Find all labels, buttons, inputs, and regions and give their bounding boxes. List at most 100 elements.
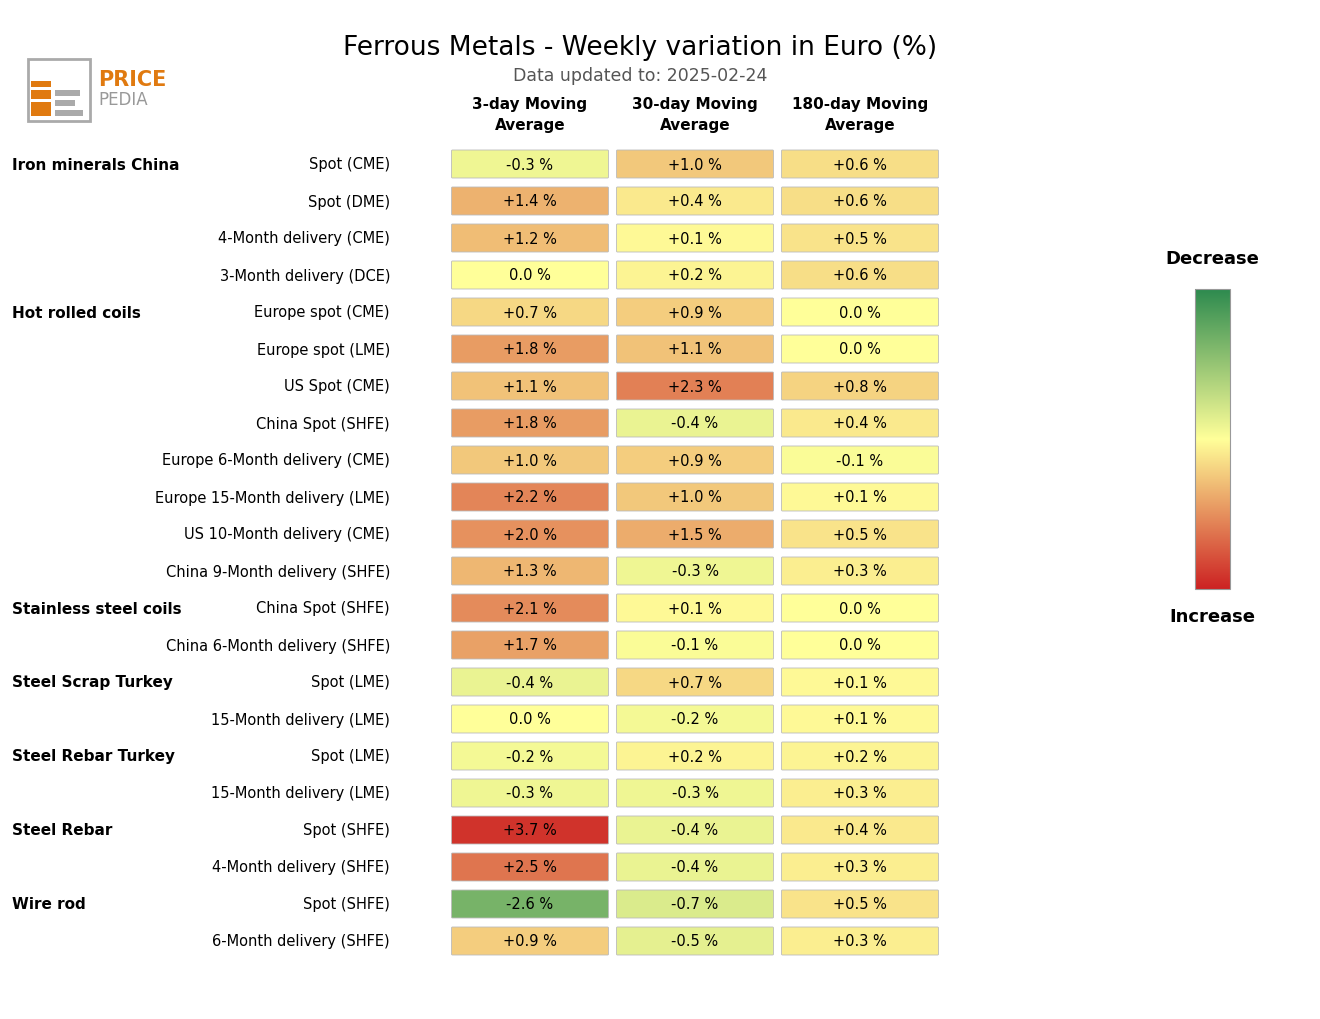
Text: 0.0 %: 0.0 % — [840, 342, 880, 357]
Bar — [1195, 587, 1230, 588]
Bar — [1195, 538, 1230, 539]
FancyBboxPatch shape — [781, 484, 939, 512]
Text: 15-Month delivery (LME): 15-Month delivery (LME) — [211, 712, 389, 727]
FancyBboxPatch shape — [451, 594, 609, 623]
Bar — [1195, 459, 1230, 460]
Bar — [1195, 434, 1230, 435]
Bar — [1195, 540, 1230, 541]
FancyBboxPatch shape — [781, 151, 939, 178]
Text: 0.0 %: 0.0 % — [510, 268, 550, 283]
Bar — [1195, 555, 1230, 556]
Bar — [1195, 392, 1230, 393]
FancyBboxPatch shape — [451, 668, 609, 696]
Bar — [1195, 500, 1230, 501]
FancyBboxPatch shape — [616, 410, 774, 437]
FancyBboxPatch shape — [451, 299, 609, 327]
Bar — [1195, 356, 1230, 357]
Text: +2.5 %: +2.5 % — [503, 860, 557, 874]
Bar — [1195, 317, 1230, 319]
Text: US 10-Month delivery (CME): US 10-Month delivery (CME) — [183, 527, 389, 542]
Text: Data updated to: 2025-02-24: Data updated to: 2025-02-24 — [512, 67, 767, 85]
Text: 4-Month delivery (SHFE): 4-Month delivery (SHFE) — [213, 860, 389, 874]
Bar — [1195, 324, 1230, 326]
Bar — [1195, 585, 1230, 586]
Bar — [1195, 531, 1230, 533]
Bar — [1195, 506, 1230, 507]
Bar — [1195, 305, 1230, 306]
Bar — [1195, 437, 1230, 438]
Bar — [1195, 529, 1230, 531]
Bar — [1195, 430, 1230, 432]
Bar — [1195, 466, 1230, 468]
Bar — [1195, 436, 1230, 437]
Bar — [1195, 522, 1230, 524]
Text: -0.4 %: -0.4 % — [672, 860, 718, 874]
Bar — [1195, 586, 1230, 587]
Bar — [1195, 588, 1230, 589]
Bar — [1195, 307, 1230, 309]
Bar — [1195, 314, 1230, 316]
Bar — [1195, 426, 1230, 428]
Bar — [1195, 340, 1230, 341]
Bar — [1195, 539, 1230, 540]
Bar — [1195, 372, 1230, 374]
Text: -2.6 %: -2.6 % — [507, 897, 553, 912]
Bar — [1195, 333, 1230, 334]
Text: +2.3 %: +2.3 % — [668, 379, 722, 394]
Text: Ferrous Metals - Weekly variation in Euro (%): Ferrous Metals - Weekly variation in Eur… — [343, 35, 937, 61]
Bar — [1195, 313, 1230, 315]
Bar — [1195, 528, 1230, 530]
Bar — [1195, 463, 1230, 465]
Bar — [1195, 493, 1230, 494]
Bar — [1195, 467, 1230, 469]
Bar — [1195, 452, 1230, 453]
Text: +2.2 %: +2.2 % — [503, 490, 557, 505]
Bar — [1195, 564, 1230, 566]
FancyBboxPatch shape — [616, 705, 774, 734]
Bar — [1195, 427, 1230, 429]
Bar — [1195, 453, 1230, 454]
Bar — [1195, 457, 1230, 458]
Bar — [1195, 359, 1230, 361]
Bar — [1195, 377, 1230, 379]
Bar — [30, 103, 51, 117]
Text: China Spot (SHFE): China Spot (SHFE) — [256, 416, 389, 431]
Text: 0.0 %: 0.0 % — [840, 306, 880, 320]
Bar — [1195, 519, 1230, 521]
Text: Steel Rebar Turkey: Steel Rebar Turkey — [12, 749, 176, 764]
Bar — [1195, 479, 1230, 481]
Bar — [1195, 579, 1230, 581]
Bar — [1195, 445, 1230, 446]
Bar — [1195, 397, 1230, 398]
Bar — [1195, 448, 1230, 449]
FancyBboxPatch shape — [781, 299, 939, 327]
Bar — [1195, 553, 1230, 554]
Text: 0.0 %: 0.0 % — [840, 601, 880, 615]
Bar — [1195, 526, 1230, 528]
Bar — [1195, 321, 1230, 323]
Text: +0.5 %: +0.5 % — [833, 897, 887, 912]
Bar — [1195, 422, 1230, 424]
Bar — [1195, 428, 1230, 430]
Text: +1.0 %: +1.0 % — [668, 157, 722, 172]
Bar — [1195, 451, 1230, 452]
Bar — [1195, 394, 1230, 395]
Bar — [1195, 444, 1230, 445]
FancyBboxPatch shape — [616, 816, 774, 844]
Text: +0.9 %: +0.9 % — [668, 306, 722, 320]
Text: Spot (LME): Spot (LME) — [312, 675, 389, 690]
Text: +1.8 %: +1.8 % — [503, 342, 557, 357]
Text: +0.5 %: +0.5 % — [833, 231, 887, 247]
Bar — [1195, 309, 1230, 311]
Bar — [1195, 371, 1230, 373]
Bar — [1195, 481, 1230, 483]
Bar — [1195, 510, 1230, 511]
Bar — [1195, 366, 1230, 368]
Text: -0.1 %: -0.1 % — [837, 453, 883, 468]
Bar — [1195, 498, 1230, 499]
FancyBboxPatch shape — [451, 853, 609, 881]
Text: Spot (SHFE): Spot (SHFE) — [304, 897, 389, 912]
Bar — [1195, 337, 1230, 338]
FancyBboxPatch shape — [451, 262, 609, 289]
FancyBboxPatch shape — [616, 632, 774, 659]
